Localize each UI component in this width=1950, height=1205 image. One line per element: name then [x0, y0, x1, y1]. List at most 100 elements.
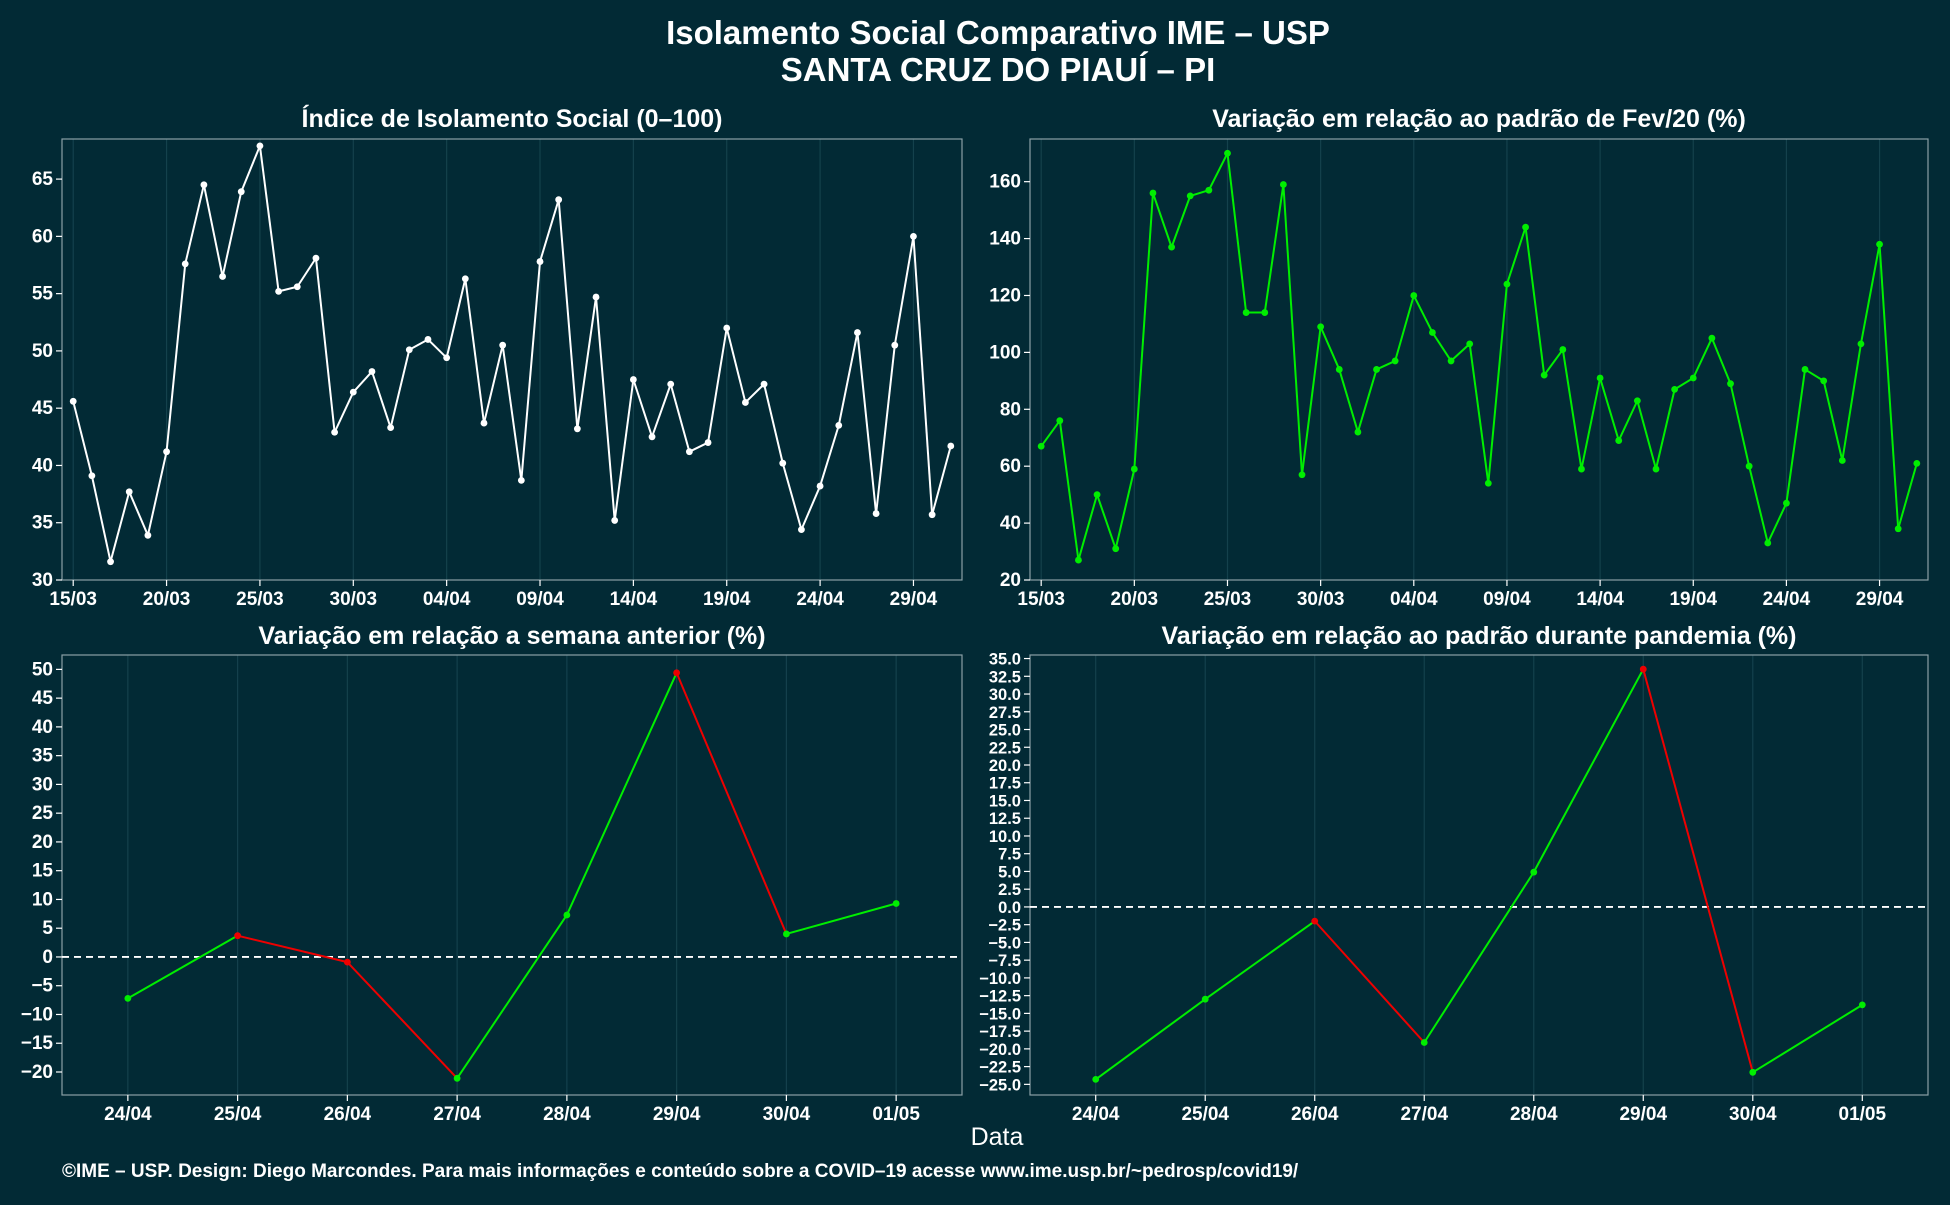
- y-tick-label: 65: [32, 169, 54, 190]
- data-point: [1913, 459, 1921, 467]
- y-tick-label: 0: [42, 947, 53, 968]
- plot-area: [1030, 655, 1928, 1095]
- data-point: [673, 669, 681, 677]
- y-tick-label: 32.5: [989, 668, 1021, 686]
- data-point: [1783, 499, 1790, 507]
- series-segment: [1152, 192, 1173, 248]
- data-point: [1484, 479, 1492, 487]
- series-segment: [1785, 369, 1807, 504]
- y-tick-label: 40: [32, 455, 53, 476]
- x-tick-label: 15/03: [1017, 589, 1065, 610]
- series-segment: [1710, 337, 1732, 385]
- data-point: [1857, 340, 1865, 348]
- data-point: [1130, 465, 1138, 473]
- data-point: [368, 368, 376, 375]
- series-segment: [675, 672, 788, 935]
- x-tick-label: 19/04: [703, 589, 751, 610]
- data-point: [928, 511, 936, 519]
- data-point: [1727, 380, 1734, 388]
- series-segment: [258, 145, 280, 292]
- series-segment: [371, 371, 392, 428]
- series-segment: [1580, 377, 1602, 470]
- data-point: [275, 287, 282, 295]
- data-point: [872, 510, 880, 517]
- y-tick-label: 30: [32, 570, 53, 591]
- data-point: [331, 428, 339, 436]
- chart-panel-pandemia: Variação em relação ao padrão durante pa…: [979, 622, 1929, 1125]
- data-point: [629, 376, 637, 383]
- y-tick-label: 7.5: [998, 846, 1021, 864]
- x-tick-label: 30/04: [1729, 1104, 1777, 1125]
- y-tick-label: −22.5: [979, 1059, 1021, 1077]
- x-tick-label: 28/04: [1510, 1104, 1558, 1125]
- series-segment: [90, 475, 112, 562]
- series-segment: [240, 145, 261, 193]
- x-tick-label: 09/04: [1483, 589, 1531, 610]
- plot-border: [61, 654, 963, 1096]
- data-point: [1530, 868, 1538, 876]
- y-tick-label: 27.5: [989, 704, 1021, 722]
- series-segment: [1133, 192, 1154, 470]
- series-segment: [1752, 1004, 1863, 1074]
- panel-title: Variação em relação ao padrão de Fev/20 …: [1212, 105, 1746, 133]
- y-tick-label: −12.5: [979, 988, 1021, 1006]
- data-point: [1242, 309, 1250, 316]
- y-tick-label: 60: [1000, 456, 1021, 477]
- series-segment: [1505, 226, 1527, 285]
- series-segment: [165, 263, 187, 452]
- series-segment: [352, 370, 373, 393]
- y-tick-label: 15.0: [989, 792, 1021, 810]
- x-tick-label: 30/03: [1297, 589, 1345, 610]
- y-tick-label: 35.0: [989, 651, 1021, 669]
- series-segment: [725, 327, 747, 403]
- series-segment: [1313, 920, 1425, 1044]
- series-segment: [237, 934, 348, 964]
- data-point: [1335, 366, 1343, 373]
- y-tick-label: 40: [32, 717, 53, 738]
- series-segment: [1859, 244, 1881, 345]
- y-tick-label: 120: [989, 285, 1021, 306]
- series-segment: [1561, 349, 1583, 470]
- data-point: [798, 526, 805, 533]
- data-point: [891, 341, 899, 349]
- series-segment: [1040, 420, 1061, 447]
- data-point: [1317, 323, 1325, 331]
- series-segment: [1532, 668, 1645, 873]
- series-segment: [1692, 337, 1713, 379]
- series-segment: [1729, 383, 1751, 467]
- data-point: [343, 958, 351, 966]
- data-point: [1205, 186, 1213, 194]
- series-segment: [875, 345, 896, 514]
- series-segment: [1655, 389, 1676, 470]
- series-segment: [1897, 463, 1918, 530]
- series-segment: [408, 338, 429, 351]
- x-tick-label: 26/04: [1291, 1104, 1339, 1125]
- data-point: [200, 181, 208, 189]
- y-tick-label: 40: [1000, 513, 1021, 534]
- y-tick-label: 35: [32, 513, 54, 534]
- series-segment: [483, 344, 504, 424]
- data-point: [1522, 223, 1529, 231]
- x-tick-label: 29/04: [890, 589, 938, 610]
- y-tick-label: 30.0: [989, 686, 1021, 704]
- x-axis-label: Data: [971, 1123, 1024, 1151]
- series-segment: [1096, 494, 1117, 550]
- series-segment: [1617, 400, 1639, 442]
- data-point: [1559, 346, 1567, 353]
- y-tick-label: 15: [32, 861, 54, 882]
- x-tick-label: 20/03: [143, 589, 191, 610]
- data-point: [1093, 491, 1101, 499]
- series-segment: [456, 914, 568, 1079]
- series-segment: [786, 902, 897, 935]
- data-point: [219, 273, 226, 280]
- panel-title: Índice de Isolamento Social (0–100): [302, 104, 723, 133]
- y-tick-label: 45: [32, 398, 54, 419]
- data-point: [1075, 556, 1082, 564]
- y-tick-label: −2.5: [988, 917, 1021, 935]
- y-tick-label: 20: [1000, 570, 1021, 591]
- data-point: [88, 472, 96, 480]
- x-tick-label: 29/04: [1619, 1104, 1667, 1125]
- series-segment: [539, 199, 560, 262]
- plot-border: [61, 138, 963, 581]
